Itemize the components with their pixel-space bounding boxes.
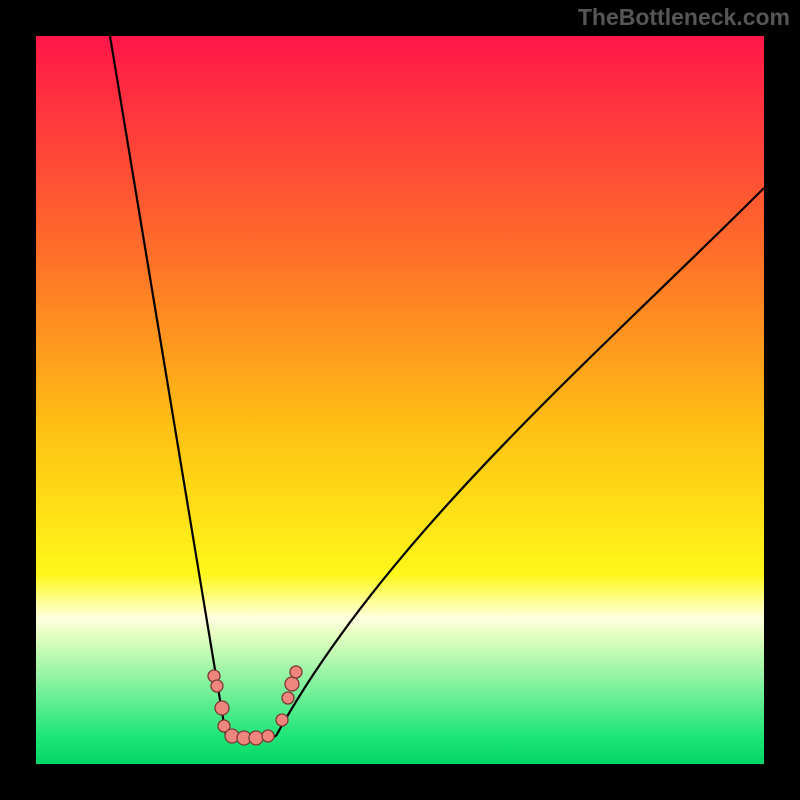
data-point: [282, 692, 294, 704]
gradient-background: [36, 36, 764, 764]
plot-area: [36, 36, 764, 764]
chart-canvas: TheBottleneck.com: [0, 0, 800, 800]
data-point: [211, 680, 223, 692]
data-point: [249, 731, 263, 745]
watermark-text: TheBottleneck.com: [578, 4, 790, 31]
data-point: [262, 730, 274, 742]
data-point: [276, 714, 288, 726]
data-point: [290, 666, 302, 678]
data-point: [215, 701, 229, 715]
data-point: [285, 677, 299, 691]
